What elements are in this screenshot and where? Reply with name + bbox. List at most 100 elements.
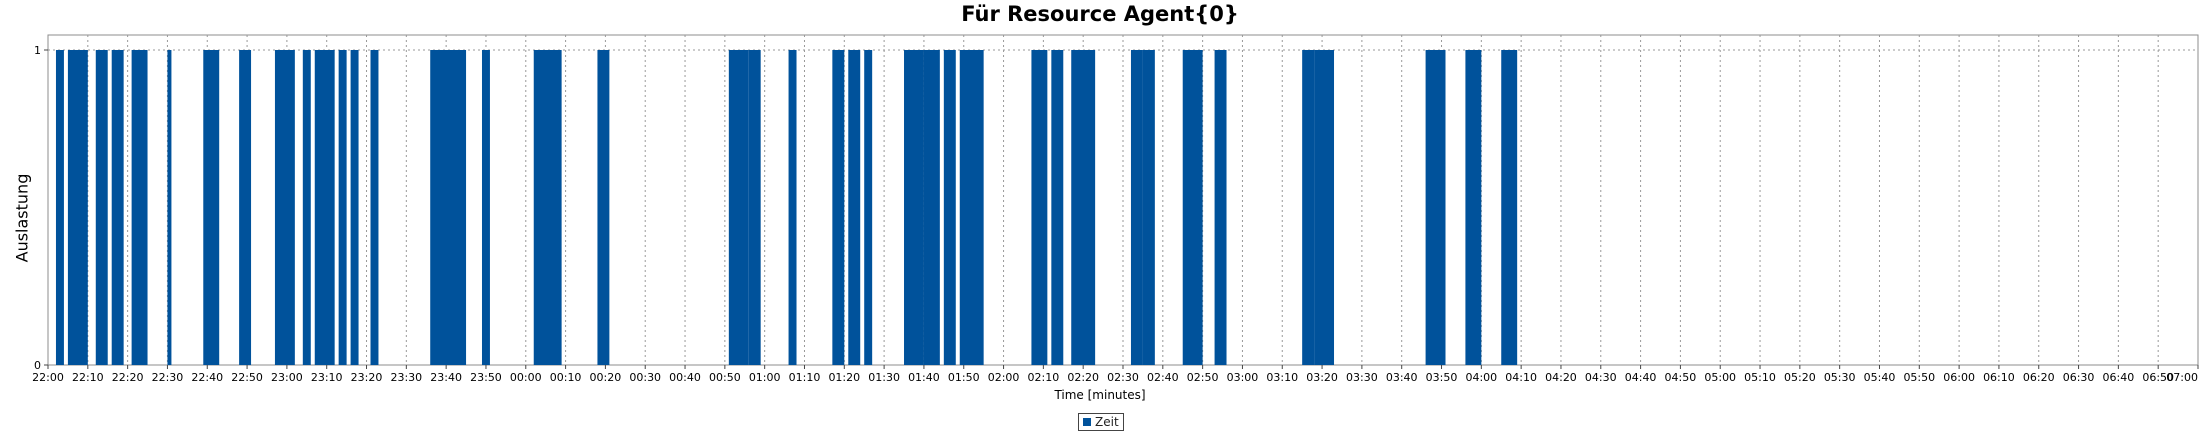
x-tick-label: 22:50 <box>231 371 263 384</box>
bar <box>832 50 845 365</box>
x-tick-label: 03:20 <box>1306 371 1338 384</box>
x-tick-label: 02:10 <box>1028 371 1060 384</box>
bar <box>923 50 940 365</box>
bar <box>1182 50 1203 365</box>
x-tick-label: 23:40 <box>430 371 462 384</box>
bar <box>370 50 379 365</box>
x-tick-label: 01:50 <box>948 371 980 384</box>
bar <box>597 50 610 365</box>
bar <box>302 50 311 365</box>
chart-title: Für Resource Agent{0} <box>961 2 1239 26</box>
bar <box>430 50 467 365</box>
x-tick-label: 05:00 <box>1704 371 1736 384</box>
x-tick-label: 00:30 <box>629 371 661 384</box>
bar <box>95 50 108 365</box>
x-tick-label: 23:00 <box>271 371 303 384</box>
bar <box>338 50 347 365</box>
x-tick-label: 04:50 <box>1665 371 1697 384</box>
x-tick-label: 06:20 <box>2023 371 2055 384</box>
x-tick-label: 00:40 <box>669 371 701 384</box>
bar <box>131 50 148 365</box>
x-tick-label: 01:30 <box>868 371 900 384</box>
legend: Zeit <box>1078 413 1124 431</box>
x-tick-label: 05:50 <box>1903 371 1935 384</box>
bar <box>864 50 873 365</box>
bar <box>904 50 924 365</box>
x-tick-label: 03:10 <box>1266 371 1298 384</box>
bar <box>1501 50 1518 365</box>
x-axis-ticks: 22:00 22:10 22:20 22:30 22:40 22:50 23:00 23:10… <box>32 365 2199 384</box>
x-tick-label: 06:30 <box>2063 371 2095 384</box>
x-tick-label: 04:40 <box>1625 371 1657 384</box>
bar <box>1071 50 1096 365</box>
bar <box>350 50 359 365</box>
bar <box>1314 50 1335 365</box>
bar <box>239 50 252 365</box>
bar <box>1302 50 1315 365</box>
bar <box>274 50 295 365</box>
bar <box>203 50 220 365</box>
x-tick-label: 23:20 <box>351 371 383 384</box>
bar <box>848 50 861 365</box>
x-tick-label: 06:50 <box>2142 371 2174 384</box>
x-tick-label: 23:30 <box>390 371 422 384</box>
bar <box>1051 50 1064 365</box>
bar <box>481 50 490 365</box>
x-tick-label: 01:20 <box>828 371 860 384</box>
x-tick-label: 05:10 <box>1744 371 1776 384</box>
bar <box>1142 50 1155 365</box>
bar <box>314 50 335 365</box>
x-tick-label: 22:30 <box>152 371 184 384</box>
bar <box>533 50 562 365</box>
x-tick-label: 05:40 <box>1864 371 1896 384</box>
x-axis-label: Time [minutes] <box>1054 388 1146 402</box>
x-tick-label: 05:30 <box>1824 371 1856 384</box>
y-tick-label: 1 <box>34 44 41 57</box>
bar <box>748 50 761 365</box>
bar <box>728 50 749 365</box>
y-axis-label: Auslastung <box>12 173 32 263</box>
x-tick-label: 23:10 <box>311 371 343 384</box>
x-tick-label: 03:50 <box>1426 371 1458 384</box>
x-tick-label: 02:00 <box>988 371 1020 384</box>
bar <box>1425 50 1446 365</box>
x-tick-label: 00:50 <box>709 371 741 384</box>
legend-label: Zeit <box>1095 415 1119 429</box>
bar <box>959 50 984 365</box>
x-tick-label: 22:00 <box>32 371 64 384</box>
x-tick-label: 06:10 <box>1983 371 2015 384</box>
x-tick-label: 02:30 <box>1107 371 1139 384</box>
bar-series-zeit <box>55 50 1518 365</box>
bar <box>943 50 956 365</box>
x-tick-label: 03:30 <box>1346 371 1378 384</box>
x-tick-label: 22:10 <box>72 371 104 384</box>
x-tick-label: 01:10 <box>789 371 821 384</box>
x-tick-label: 22:40 <box>191 371 223 384</box>
bar <box>1130 50 1143 365</box>
bar <box>788 50 797 365</box>
bar <box>1465 50 1482 365</box>
bar <box>55 50 64 365</box>
x-tick-label: 04:10 <box>1505 371 1537 384</box>
bar <box>1031 50 1048 365</box>
x-tick-label: 02:50 <box>1187 371 1219 384</box>
x-tick-label: 07:00 <box>2166 371 2198 384</box>
y-axis-ticks: 01 <box>34 44 48 372</box>
x-tick-label: 05:20 <box>1784 371 1816 384</box>
legend-swatch <box>1083 418 1091 426</box>
y-tick-label: 0 <box>34 359 41 372</box>
x-tick-label: 04:20 <box>1545 371 1577 384</box>
x-tick-label: 23:50 <box>470 371 502 384</box>
x-tick-label: 03:00 <box>1227 371 1259 384</box>
x-tick-label: 03:40 <box>1386 371 1418 384</box>
x-tick-label: 00:10 <box>550 371 582 384</box>
x-tick-label: 04:00 <box>1465 371 1497 384</box>
bar <box>167 50 172 365</box>
bar <box>111 50 124 365</box>
x-tick-label: 00:20 <box>590 371 622 384</box>
bar <box>1214 50 1227 365</box>
x-tick-label: 22:20 <box>112 371 144 384</box>
x-tick-label: 01:00 <box>749 371 781 384</box>
x-tick-label: 02:20 <box>1067 371 1099 384</box>
